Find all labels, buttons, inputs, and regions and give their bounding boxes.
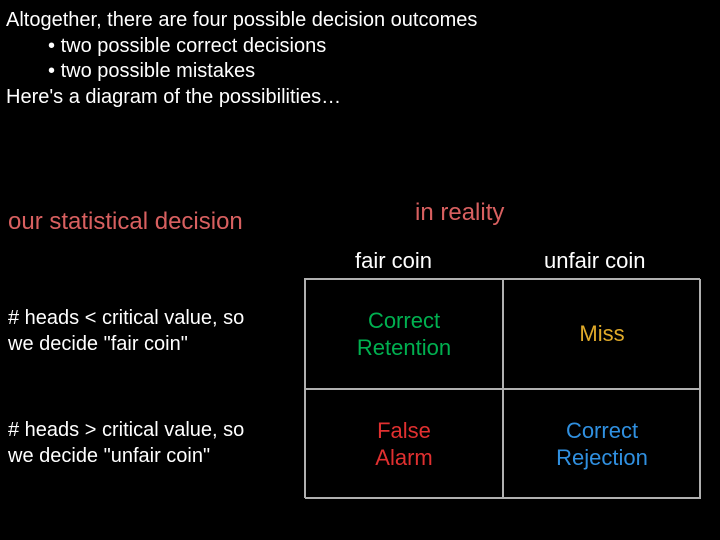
- row-header-2: # heads > critical value, so we decide "…: [8, 418, 298, 469]
- cell-c10-line1: False: [377, 418, 431, 443]
- row2-line1: # heads > critical value, so: [8, 419, 244, 441]
- cell-c10-line2: Alarm: [375, 445, 432, 470]
- cell-c00-line2: Retention: [357, 335, 451, 360]
- cell-false-alarm: False Alarm: [305, 389, 503, 499]
- row1-line1: # heads < critical value, so: [8, 307, 244, 329]
- intro-line-1: Altogether, there are four possible deci…: [6, 8, 714, 34]
- intro-bullet-2: two possible mistakes: [48, 59, 714, 85]
- intro-line-4: Here's a diagram of the possibilities…: [6, 85, 714, 111]
- cell-c11-line2: Rejection: [556, 445, 648, 470]
- col-header-fair: fair coin: [355, 248, 432, 274]
- intro-bullets: two possible correct decisions two possi…: [6, 34, 714, 85]
- col-header-unfair: unfair coin: [544, 248, 646, 274]
- cell-c00-line1: Correct: [368, 308, 440, 333]
- row2-line2: we decide "unfair coin": [8, 445, 210, 467]
- row-header-1: # heads < critical value, so we decide "…: [8, 306, 298, 357]
- intro-block: Altogether, there are four possible deci…: [0, 0, 720, 110]
- cell-c11-line1: Correct: [566, 418, 638, 443]
- cell-c01-text: Miss: [579, 320, 624, 348]
- cell-correct-retention: Correct Retention: [305, 279, 503, 389]
- cell-miss: Miss: [503, 279, 701, 389]
- decision-matrix: Correct Retention Miss False Alarm Corre…: [304, 278, 700, 498]
- cell-correct-rejection: Correct Rejection: [503, 389, 701, 499]
- row1-line2: we decide "fair coin": [8, 333, 188, 355]
- col-axis-label: in reality: [415, 199, 504, 227]
- row-axis-label: our statistical decision: [8, 208, 298, 236]
- intro-bullet-1: two possible correct decisions: [48, 34, 714, 60]
